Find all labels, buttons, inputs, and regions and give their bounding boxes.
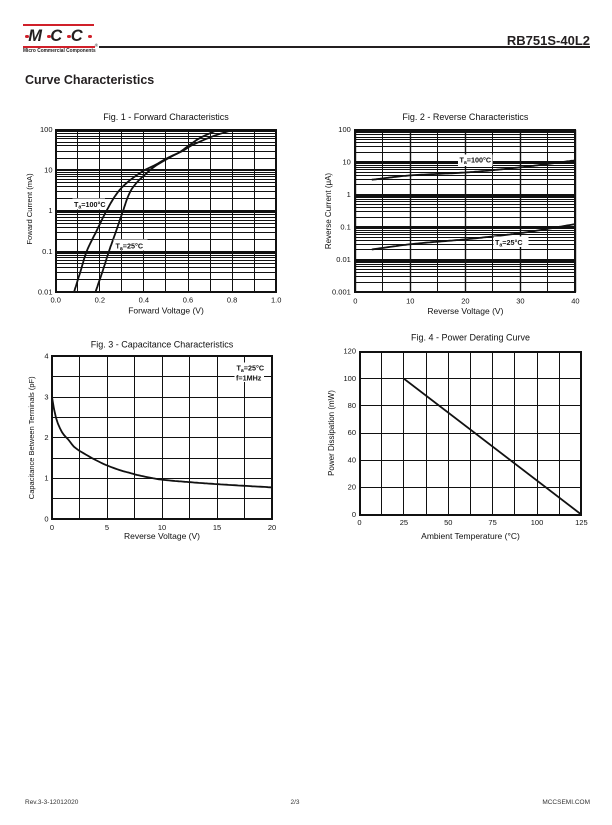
svg-text:100: 100 [531, 518, 544, 527]
svg-text:3: 3 [44, 392, 48, 401]
svg-text:60: 60 [348, 428, 356, 437]
svg-text:f=1MHz: f=1MHz [236, 374, 262, 383]
svg-text:0.01: 0.01 [336, 255, 351, 264]
svg-text:Ta=25°C: Ta=25°C [237, 363, 265, 374]
svg-text:0.0: 0.0 [50, 296, 60, 305]
svg-text:0.4: 0.4 [139, 296, 149, 305]
svg-text:Fig. 3 - Capacitance Character: Fig. 3 - Capacitance Characteristics [91, 340, 234, 350]
svg-text:10: 10 [44, 166, 52, 175]
svg-text:Reverse Current (μA): Reverse Current (μA) [324, 173, 333, 250]
svg-text:Fig. 2 - Reverse Characteristi: Fig. 2 - Reverse Characteristics [402, 112, 529, 122]
svg-text:75: 75 [488, 518, 496, 527]
svg-text:0.6: 0.6 [183, 296, 193, 305]
svg-text:0.2: 0.2 [95, 296, 105, 305]
svg-text:40: 40 [348, 455, 356, 464]
svg-text:40: 40 [571, 296, 579, 305]
svg-text:0.1: 0.1 [42, 247, 52, 256]
svg-text:Reverse Voltage (V): Reverse Voltage (V) [427, 306, 503, 316]
svg-text:100: 100 [343, 374, 356, 383]
svg-text:Forward Voltage (V): Forward Voltage (V) [128, 305, 204, 315]
svg-text:0: 0 [50, 523, 54, 532]
svg-text:30: 30 [516, 296, 524, 305]
svg-text:10: 10 [342, 158, 350, 167]
svg-text:0.1: 0.1 [340, 222, 350, 231]
svg-text:4: 4 [44, 352, 48, 361]
svg-text:0.01: 0.01 [38, 287, 53, 296]
svg-text:10: 10 [406, 296, 414, 305]
svg-text:1: 1 [347, 190, 351, 199]
svg-text:125: 125 [575, 518, 588, 527]
svg-text:20: 20 [461, 296, 469, 305]
svg-text:0: 0 [357, 518, 361, 527]
svg-text:Ta=100°C: Ta=100°C [460, 156, 492, 167]
svg-text:15: 15 [213, 523, 221, 532]
svg-text:5: 5 [105, 523, 109, 532]
svg-text:Ta=25°C: Ta=25°C [495, 238, 523, 249]
svg-text:Ta=25°C: Ta=25°C [116, 242, 144, 253]
svg-text:Fig. 4 - Power Derating Curve: Fig. 4 - Power Derating Curve [411, 333, 530, 343]
svg-text:0: 0 [44, 514, 48, 523]
svg-text:80: 80 [348, 401, 356, 410]
svg-text:10: 10 [158, 523, 166, 532]
svg-text:100: 100 [40, 125, 53, 134]
svg-text:1.0: 1.0 [271, 296, 281, 305]
svg-text:20: 20 [268, 523, 276, 532]
svg-text:Ta=100°C: Ta=100°C [74, 200, 106, 211]
svg-text:Capacitance Between Terminals: Capacitance Between Terminals (pF) [27, 376, 36, 499]
svg-text:1: 1 [44, 474, 48, 483]
svg-text:0: 0 [352, 510, 356, 519]
svg-text:0.001: 0.001 [332, 287, 351, 296]
svg-text:120: 120 [343, 347, 356, 356]
svg-text:25: 25 [400, 518, 408, 527]
svg-text:1: 1 [48, 206, 52, 215]
svg-text:Ambient Temperature (°C): Ambient Temperature (°C) [421, 531, 520, 541]
svg-text:Reverse Voltage (V): Reverse Voltage (V) [124, 531, 200, 541]
svg-text:2: 2 [44, 433, 48, 442]
svg-text:0.8: 0.8 [227, 296, 237, 305]
svg-text:Power Dissipation (mW): Power Dissipation (mW) [327, 390, 336, 476]
svg-text:Fig. 1 - Forward Characteristi: Fig. 1 - Forward Characteristics [103, 112, 229, 122]
svg-text:0: 0 [353, 296, 357, 305]
svg-text:100: 100 [338, 125, 351, 134]
svg-text:Foward Current (mA): Foward Current (mA) [25, 173, 34, 245]
svg-text:20: 20 [348, 483, 356, 492]
svg-text:50: 50 [444, 518, 452, 527]
